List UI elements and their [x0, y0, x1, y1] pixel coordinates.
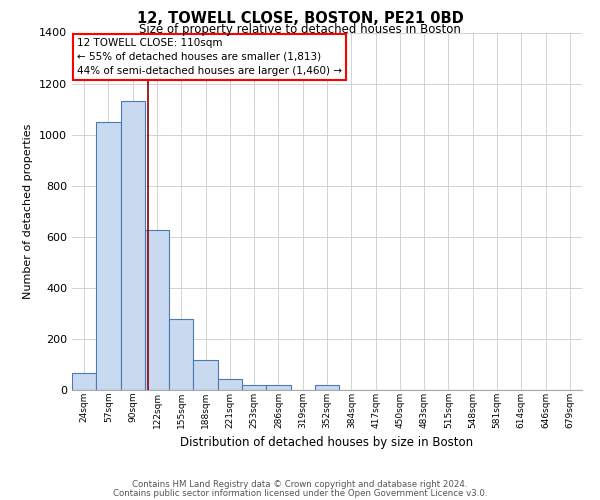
- Bar: [218, 380, 242, 390]
- Text: Contains HM Land Registry data © Crown copyright and database right 2024.: Contains HM Land Registry data © Crown c…: [132, 480, 468, 489]
- Text: 12 TOWELL CLOSE: 110sqm
← 55% of detached houses are smaller (1,813)
44% of semi: 12 TOWELL CLOSE: 110sqm ← 55% of detache…: [77, 38, 342, 76]
- Text: 12, TOWELL CLOSE, BOSTON, PE21 0BD: 12, TOWELL CLOSE, BOSTON, PE21 0BD: [137, 11, 463, 26]
- Bar: [169, 318, 193, 390]
- Bar: [266, 386, 290, 390]
- Bar: [315, 386, 339, 390]
- Y-axis label: Number of detached properties: Number of detached properties: [23, 124, 34, 299]
- Text: Size of property relative to detached houses in Boston: Size of property relative to detached ho…: [139, 22, 461, 36]
- Text: Contains public sector information licensed under the Open Government Licence v3: Contains public sector information licen…: [113, 489, 487, 498]
- Bar: [193, 360, 218, 390]
- X-axis label: Distribution of detached houses by size in Boston: Distribution of detached houses by size …: [181, 436, 473, 449]
- Bar: [145, 230, 169, 390]
- Bar: [121, 102, 145, 390]
- Bar: [242, 386, 266, 390]
- Bar: [72, 374, 96, 390]
- Bar: [96, 122, 121, 390]
